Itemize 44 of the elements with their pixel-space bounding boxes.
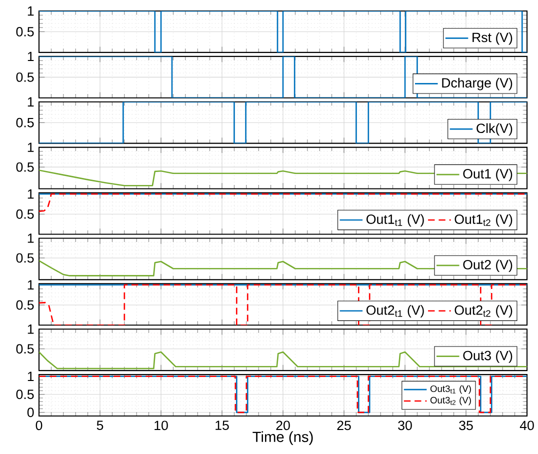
y-tick-label: 0.5 [16, 344, 34, 354]
legend-label: Out3$_{t2}$ (V) [430, 396, 471, 406]
y-tick-label: 0 [27, 408, 34, 418]
x-tick-label: 0 [36, 420, 42, 430]
y-tick-label: 0.5 [16, 209, 34, 219]
x-tick-label: 25 [337, 420, 351, 430]
legend-label: Out2$_{t2}$ (V) [454, 305, 512, 318]
y-tick-label: 1 [28, 142, 34, 152]
legend-label: Dcharge (V) [442, 78, 512, 90]
line-series [39, 351, 528, 370]
y-tick-label: 1 [28, 324, 34, 334]
x-tick-label: 10 [154, 420, 168, 430]
y-tick-label: 0.5 [16, 300, 34, 310]
x-axis-title: Time (ns) [252, 431, 313, 445]
legend-label: Out3 (V) [463, 350, 512, 363]
y-tick-label: 1 [28, 189, 34, 199]
legend-label: Rst (V) [472, 32, 512, 45]
x-tick-label: 30 [398, 420, 412, 430]
y-tick-label: 1 [28, 6, 34, 16]
y-tick-label: 0.5 [16, 118, 34, 128]
y-tick-label: 0.5 [16, 162, 34, 172]
legend-label: Out2$_{t1}$ (V) [366, 305, 424, 318]
y-tick-label: 0.5 [16, 27, 34, 36]
x-tick-label: 40 [520, 420, 534, 430]
y-tick-label: 0.5 [16, 72, 34, 82]
y-tick-label: 1 [28, 372, 34, 381]
y-tick-label: 1 [28, 234, 34, 243]
x-tick-label: 35 [459, 420, 473, 430]
legend-label: Out2 (V) [463, 260, 512, 272]
legend-label: Out1$_{t2}$ (V) [454, 214, 512, 227]
x-tick-label: 20 [276, 420, 290, 430]
legend-label: Out1 (V) [463, 168, 512, 182]
y-tick-label: 0.5 [16, 253, 34, 263]
legend-label: Clk(V) [476, 123, 512, 136]
x-tick-label: 15 [216, 420, 229, 430]
y-tick-label: 1 [28, 97, 34, 106]
line-series [39, 193, 528, 212]
legend-label: Out3$_{t1}$ (V) [430, 385, 471, 394]
y-tick-label: 1 [28, 280, 34, 290]
line-series [39, 284, 528, 326]
legend-label: Out1$_{t1}$ (V) [366, 214, 424, 227]
y-tick-label: 0.5 [16, 390, 34, 400]
y-tick-label: 1 [28, 52, 34, 62]
x-tick-label: 5 [96, 420, 104, 430]
